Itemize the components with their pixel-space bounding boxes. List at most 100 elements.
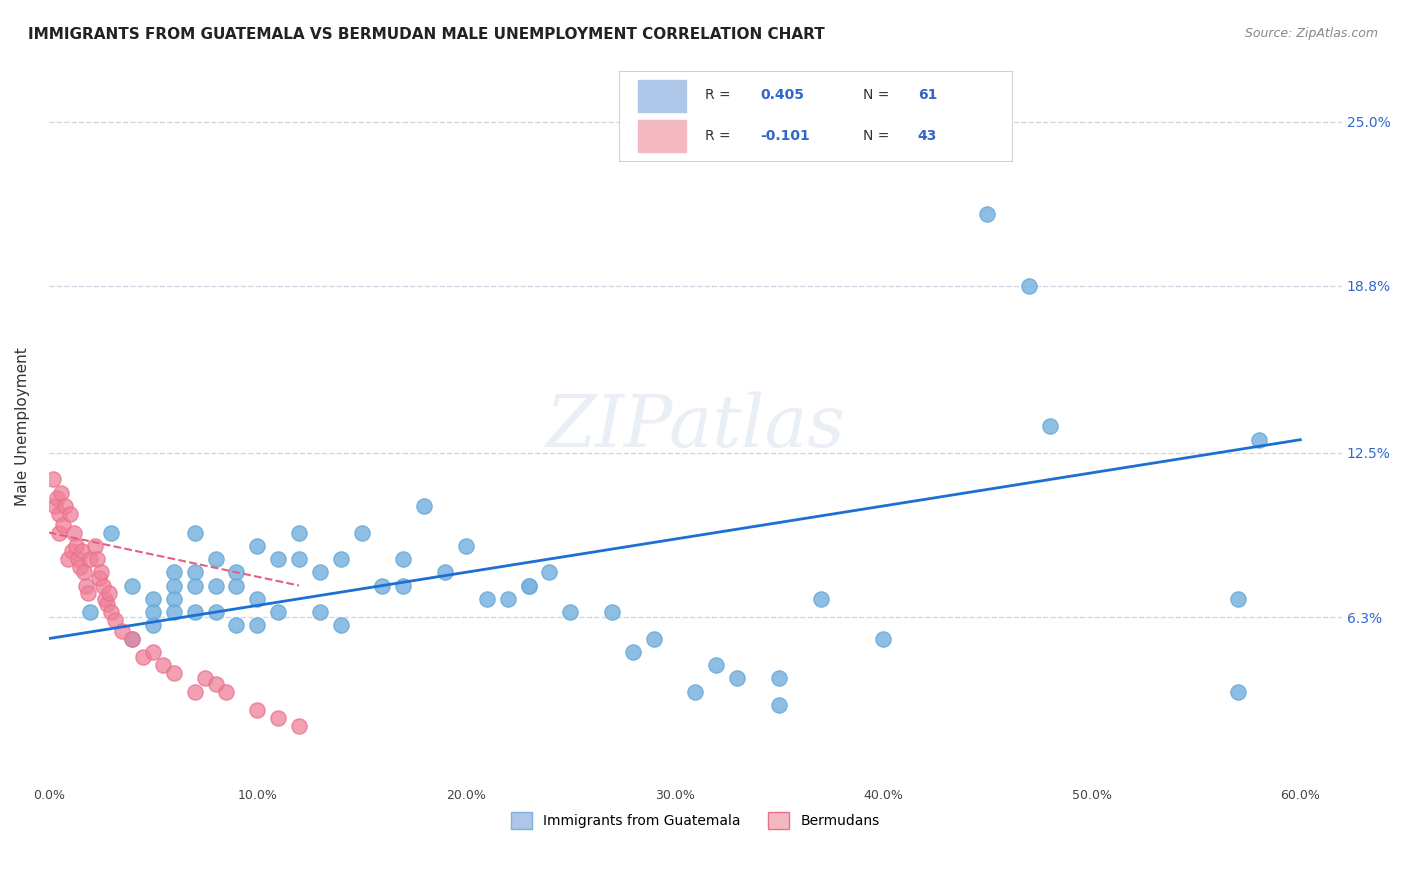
Point bbox=[184, 684, 207, 698]
Point bbox=[46, 491, 69, 505]
Point bbox=[976, 207, 998, 221]
Point bbox=[329, 618, 352, 632]
Point bbox=[1018, 279, 1040, 293]
Point bbox=[267, 711, 290, 725]
Point bbox=[621, 645, 644, 659]
Point bbox=[454, 539, 477, 553]
Point bbox=[392, 552, 415, 566]
Point bbox=[204, 552, 226, 566]
Point bbox=[87, 571, 110, 585]
Point bbox=[872, 632, 894, 646]
Point bbox=[184, 605, 207, 619]
Point bbox=[48, 507, 70, 521]
Point bbox=[204, 605, 226, 619]
Point bbox=[65, 539, 87, 553]
Point bbox=[121, 632, 143, 646]
Point bbox=[267, 605, 290, 619]
Point bbox=[75, 578, 97, 592]
Point bbox=[142, 605, 165, 619]
Point bbox=[194, 671, 217, 685]
Point bbox=[225, 618, 247, 632]
Point bbox=[48, 525, 70, 540]
Point bbox=[55, 499, 77, 513]
Text: IMMIGRANTS FROM GUATEMALA VS BERMUDAN MALE UNEMPLOYMENT CORRELATION CHART: IMMIGRANTS FROM GUATEMALA VS BERMUDAN MA… bbox=[28, 27, 825, 42]
Point bbox=[371, 578, 394, 592]
Point bbox=[1226, 591, 1249, 606]
Point bbox=[163, 591, 186, 606]
Point bbox=[496, 591, 519, 606]
Point bbox=[163, 605, 186, 619]
Point bbox=[204, 578, 226, 592]
Point bbox=[288, 525, 311, 540]
Point bbox=[142, 645, 165, 659]
Point bbox=[163, 666, 186, 681]
Point bbox=[309, 605, 332, 619]
Point bbox=[77, 586, 100, 600]
Point bbox=[309, 566, 332, 580]
Point bbox=[121, 578, 143, 592]
Point bbox=[142, 618, 165, 632]
Point bbox=[184, 525, 207, 540]
Point bbox=[96, 597, 118, 611]
Text: N =: N = bbox=[863, 128, 893, 143]
Text: 43: 43 bbox=[918, 128, 938, 143]
Point bbox=[704, 658, 727, 673]
Point bbox=[121, 632, 143, 646]
Text: 61: 61 bbox=[918, 88, 938, 103]
Point bbox=[104, 613, 127, 627]
Point bbox=[111, 624, 134, 638]
Point bbox=[69, 560, 91, 574]
Point bbox=[538, 566, 561, 580]
Point bbox=[90, 566, 112, 580]
Point bbox=[434, 566, 457, 580]
Point bbox=[685, 684, 707, 698]
Point bbox=[810, 591, 832, 606]
Point bbox=[163, 566, 186, 580]
Point bbox=[70, 544, 93, 558]
Point bbox=[184, 578, 207, 592]
Point bbox=[142, 591, 165, 606]
Text: -0.101: -0.101 bbox=[761, 128, 810, 143]
Point bbox=[246, 703, 269, 717]
Point bbox=[246, 618, 269, 632]
Point bbox=[91, 578, 114, 592]
Point bbox=[1039, 419, 1062, 434]
Point bbox=[560, 605, 582, 619]
Text: R =: R = bbox=[706, 88, 735, 103]
Point bbox=[131, 650, 153, 665]
Point bbox=[225, 578, 247, 592]
Point bbox=[79, 605, 101, 619]
Point bbox=[288, 552, 311, 566]
Text: Source: ZipAtlas.com: Source: ZipAtlas.com bbox=[1244, 27, 1378, 40]
Point bbox=[42, 473, 65, 487]
Point bbox=[66, 552, 89, 566]
Point bbox=[288, 719, 311, 733]
Point bbox=[643, 632, 665, 646]
Point bbox=[204, 676, 226, 690]
Point bbox=[56, 552, 79, 566]
Point bbox=[768, 671, 790, 685]
Point bbox=[246, 539, 269, 553]
Text: R =: R = bbox=[706, 128, 735, 143]
Point bbox=[725, 671, 748, 685]
Point bbox=[86, 552, 108, 566]
Text: ZIPatlas: ZIPatlas bbox=[546, 392, 845, 462]
Legend: Immigrants from Guatemala, Bermudans: Immigrants from Guatemala, Bermudans bbox=[506, 806, 886, 835]
Point bbox=[73, 566, 96, 580]
Point bbox=[60, 544, 83, 558]
Point bbox=[329, 552, 352, 566]
Point bbox=[100, 605, 122, 619]
Point bbox=[267, 552, 290, 566]
Point bbox=[184, 566, 207, 580]
Point bbox=[517, 578, 540, 592]
Point bbox=[44, 499, 66, 513]
Point bbox=[152, 658, 174, 673]
Point bbox=[52, 517, 75, 532]
Point bbox=[1226, 684, 1249, 698]
Point bbox=[51, 485, 73, 500]
Point bbox=[413, 499, 436, 513]
Point bbox=[163, 578, 186, 592]
Point bbox=[475, 591, 498, 606]
Point bbox=[350, 525, 373, 540]
Point bbox=[94, 591, 117, 606]
